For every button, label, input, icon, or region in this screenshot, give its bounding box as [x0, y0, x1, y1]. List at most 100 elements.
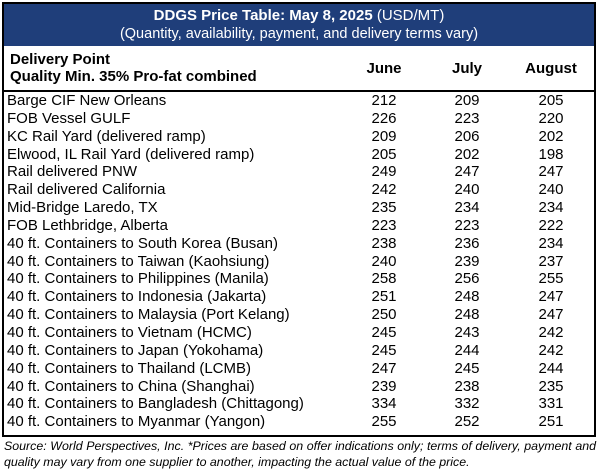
delivery-point-cell: Barge CIF New Orleans: [7, 92, 167, 109]
delivery-point-header-line1: Delivery Point: [10, 51, 111, 68]
delivery-point-cell: 40 ft. Containers to China (Shanghai): [7, 377, 255, 395]
price-table: DDGS Price Table: May 8, 2025 (USD/MT) (…: [2, 2, 596, 437]
table-row: FOB Lethbridge, Alberta 223 223 222: [4, 216, 594, 235]
price-cell-june: 255: [371, 413, 397, 431]
table-row: Elwood, IL Rail Yard (delivered ramp) 205…: [4, 145, 594, 164]
price-cell-august: 331: [538, 395, 564, 413]
price-cell-june: 240: [371, 252, 397, 270]
delivery-point-cell: KC Rail Yard (delivered ramp): [7, 127, 206, 145]
delivery-point-cell: Rail delivered California: [7, 181, 166, 199]
price-cell-june: 238: [371, 234, 397, 252]
price-cell-july: 236: [454, 234, 480, 252]
price-cell-july: 239: [454, 252, 480, 270]
price-cell-august: 244: [538, 359, 564, 377]
price-cell-july: 234: [454, 199, 480, 217]
delivery-point-cell: Mid-Bridge Laredo, TX: [7, 199, 158, 217]
price-cell-august: 198: [538, 145, 564, 163]
delivery-point-cell: 40 ft. Containers to Japan (Yokohama): [7, 341, 264, 359]
table-row: Barge CIF New Orleans 212 209 205: [4, 92, 594, 110]
price-cell-august: 247: [538, 288, 564, 306]
table-row: FOB Vessel GULF 226 223 220: [4, 109, 594, 128]
delivery-point-cell: 40 ft. Containers to Philippines (Manila…: [7, 270, 269, 288]
delivery-point-cell: 40 ft. Containers to Taiwan (Kaohsiung): [7, 252, 270, 270]
price-cell-june: 245: [371, 323, 397, 341]
table-row: 40 ft. Containers to Philippines (Manila…: [4, 270, 594, 289]
table-row: 40 ft. Containers to Taiwan (Kaohsiung) 2…: [4, 252, 594, 271]
price-cell-july: 223: [454, 216, 480, 234]
delivery-point-cell: 40 ft. Containers to South Korea (Busan): [7, 234, 278, 252]
table-row: Rail delivered California 242 240 240: [4, 181, 594, 200]
column-header-june: June: [366, 59, 402, 77]
table-row: 40 ft. Containers to Bangladesh (Chittag…: [4, 395, 594, 414]
price-cell-august: 234: [538, 234, 564, 252]
delivery-point-cell: Rail delivered PNW: [7, 163, 138, 181]
table-title-main: DDGS Price Table: May 8, 2025: [153, 7, 373, 24]
price-cell-august: 240: [538, 181, 564, 199]
price-cell-august: 234: [538, 199, 564, 217]
price-cell-july: 248: [454, 306, 480, 324]
table-row: 40 ft. Containers to Myanmar (Yangon) 255…: [4, 413, 594, 432]
source-note: Source: World Perspectives, Inc. *Prices…: [4, 439, 596, 469]
price-cell-july: 240: [454, 181, 480, 199]
price-cell-july: 332: [454, 395, 480, 413]
table-title: DDGS Price Table: May 8, 2025 (USD/MT): [4, 7, 594, 25]
delivery-point-cell: 40 ft. Containers to Thailand (LCMB): [7, 359, 252, 377]
price-cell-august: 255: [538, 270, 564, 288]
price-cell-july: 244: [454, 341, 480, 359]
price-cell-june: 223: [371, 216, 397, 234]
table-row: 40 ft. Containers to Malaysia (Port Kela…: [4, 306, 594, 324]
delivery-point-cell: 40 ft. Containers to Bangladesh (Chittag…: [7, 395, 304, 413]
delivery-point-cell: 40 ft. Containers to Vietnam (HCMC): [7, 323, 252, 341]
column-header-august: August: [525, 59, 577, 77]
price-cell-june: 209: [371, 127, 397, 145]
price-cell-july: 245: [454, 359, 480, 377]
table-header-row: Delivery Point Quality Min. 35% Pro-fat …: [4, 46, 594, 92]
delivery-point-cell: Elwood, IL Rail Yard (delivered ramp): [7, 145, 255, 163]
price-cell-july: 248: [454, 288, 480, 306]
price-cell-july: 256: [454, 270, 480, 288]
table-row: 40 ft. Containers to Thailand (LCMB) 247 2…: [4, 359, 594, 378]
table-row: 40 ft. Containers to Vietnam (HCMC) 245 24…: [4, 323, 594, 342]
price-cell-june: 258: [371, 270, 397, 288]
price-cell-june: 226: [371, 109, 397, 127]
price-cell-july: 202: [454, 145, 480, 163]
price-cell-june: 239: [371, 377, 397, 395]
delivery-point-cell: 40 ft. Containers to Malaysia (Port Kela…: [7, 306, 290, 324]
delivery-point-cell: FOB Vessel GULF: [7, 109, 131, 127]
price-cell-july: 223: [454, 109, 480, 127]
table-row: Rail delivered PNW 249 247 247: [4, 163, 594, 182]
delivery-point-cell: FOB Lethbridge, Alberta: [7, 216, 168, 234]
price-cell-august: 202: [538, 127, 564, 145]
price-cell-june: 205: [371, 145, 397, 163]
table-subtitle: (Quantity, availability, payment, and de…: [119, 26, 479, 42]
delivery-point-header: Delivery Point Quality Min. 35% Pro-fat …: [4, 51, 342, 85]
price-cell-june: 242: [371, 181, 397, 199]
price-cell-june: 212: [371, 92, 397, 109]
price-cell-july: 209: [454, 92, 480, 109]
price-cell-july: 238: [454, 377, 480, 395]
table-row: 40 ft. Containers to South Korea (Busan)…: [4, 234, 594, 253]
table-row: 40 ft. Containers to Indonesia (Jakarta)…: [4, 288, 594, 307]
table-title-unit: (USD/MT): [372, 7, 445, 24]
price-cell-august: 237: [538, 252, 564, 270]
price-cell-august: 220: [538, 109, 564, 127]
price-cell-june: 235: [371, 199, 397, 217]
price-cell-june: 251: [371, 288, 397, 306]
table-row: Mid-Bridge Laredo, TX 235 234 234: [4, 199, 594, 217]
table-row: 40 ft. Containers to China (Shanghai) 239…: [4, 377, 594, 396]
price-cell-june: 245: [371, 341, 397, 359]
price-cell-july: 206: [454, 127, 480, 145]
price-cell-june: 250: [371, 306, 397, 324]
price-cell-august: 247: [538, 163, 564, 181]
price-cell-july: 247: [454, 163, 480, 181]
price-cell-august: 242: [538, 323, 564, 341]
table-row: 40 ft. Containers to Japan (Yokohama) 245…: [4, 341, 594, 360]
delivery-point-cell: 40 ft. Containers to Indonesia (Jakarta): [7, 288, 267, 306]
price-cell-august: 222: [538, 216, 564, 234]
price-cell-june: 247: [371, 359, 397, 377]
column-header-july: July: [451, 59, 482, 77]
table-row: KC Rail Yard (delivered ramp) 209 206 202: [4, 127, 594, 146]
price-cell-july: 243: [454, 323, 480, 341]
delivery-point-cell: 40 ft. Containers to Myanmar (Yangon): [7, 413, 266, 431]
price-cell-august: 205: [538, 92, 564, 109]
